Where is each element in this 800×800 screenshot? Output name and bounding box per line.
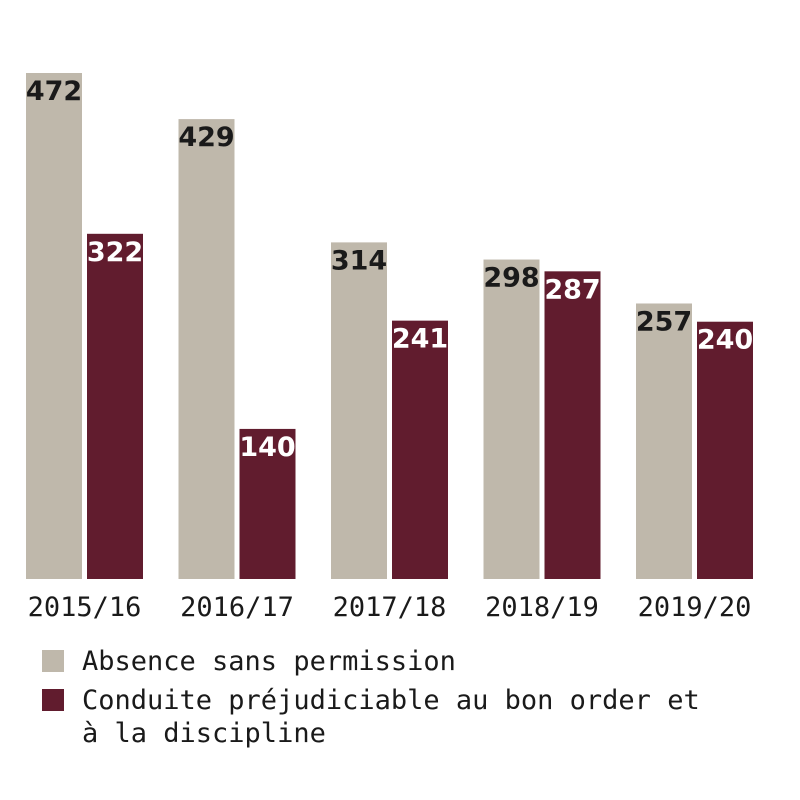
bar-conduite-2018-19 [544, 271, 601, 579]
data-label-absence-2017-18: 314 [331, 245, 387, 276]
bar-absence-2017-18 [331, 242, 387, 580]
legend-label-absence: Absence sans permission [82, 646, 456, 677]
x-tick-label-2016-17: 2016/17 [180, 592, 294, 623]
data-label-conduite-2017-18: 241 [392, 324, 448, 355]
legend-item-absence: Absence sans permission [42, 645, 722, 678]
data-label-conduite-2016-17: 140 [239, 432, 295, 463]
data-label-absence-2018-19: 298 [483, 263, 539, 294]
data-label-absence-2016-17: 429 [178, 122, 234, 153]
bar-absence-2019-20 [636, 303, 692, 579]
data-label-absence-2015-16: 472 [26, 76, 82, 107]
bar-conduite-2016-17 [239, 428, 296, 579]
x-tick-label-2018-19: 2018/19 [485, 592, 599, 623]
data-label-conduite-2019-20: 240 [697, 325, 753, 356]
legend-swatch-conduite [42, 689, 64, 711]
bar-absence-2016-17 [178, 119, 235, 579]
bar-chart: 472 322 2015/16 429 140 2016/17 314 241 2017/18 2… [26, 73, 753, 623]
data-label-conduite-2018-19: 287 [544, 274, 600, 305]
data-label-absence-2019-20: 257 [636, 306, 692, 337]
data-label-conduite-2015-16: 322 [87, 237, 143, 268]
x-tick-label-2019-20: 2019/20 [638, 592, 752, 623]
legend: Absence sans permission Conduite préjudi… [42, 645, 722, 756]
legend-item-conduite: Conduite préjudiciable au bon order et à… [42, 684, 722, 750]
bar-conduite-2015-16 [87, 233, 143, 579]
legend-swatch-absence [42, 650, 64, 672]
x-tick-label-2015-16: 2015/16 [28, 592, 142, 623]
bar-absence-2015-16 [26, 73, 82, 579]
legend-label-conduite: Conduite préjudiciable au bon order et à… [82, 685, 700, 749]
bar-conduite-2019-20 [697, 321, 753, 579]
bar-absence-2018-19 [483, 259, 540, 579]
bar-conduite-2017-18 [392, 320, 448, 579]
x-tick-label-2017-18: 2017/18 [333, 592, 447, 623]
